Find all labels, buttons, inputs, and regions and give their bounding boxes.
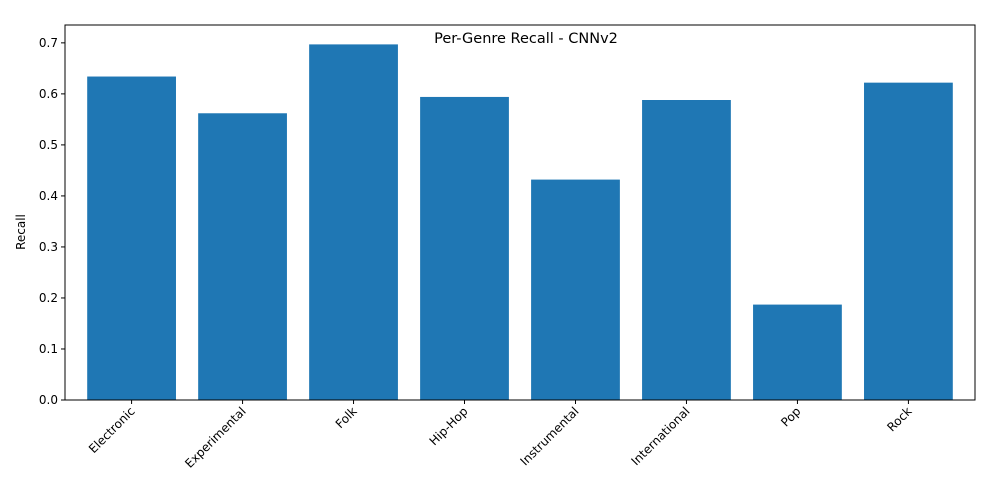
x-tick-label: Pop bbox=[778, 404, 803, 429]
bar-electronic bbox=[87, 76, 176, 400]
y-axis-label: Recall bbox=[14, 214, 28, 250]
bar-instrumental bbox=[531, 179, 620, 400]
bar-rock bbox=[864, 82, 953, 401]
bar-pop bbox=[753, 304, 842, 400]
y-tick-label: 0.1 bbox=[39, 342, 58, 356]
y-tick-label: 0.5 bbox=[39, 138, 58, 152]
y-tick-label: 0.7 bbox=[39, 36, 58, 50]
x-tick-label: Experimental bbox=[182, 404, 248, 470]
y-axis-ticks: 0.0 0.1 0.2 0.3 0.4 0.5 0.6 0.7 bbox=[39, 36, 65, 407]
chart-title: Per-Genre Recall - CNNv2 bbox=[434, 31, 618, 47]
bars-group bbox=[87, 44, 953, 401]
y-tick-label: 0.0 bbox=[39, 393, 58, 407]
x-tick-label: International bbox=[629, 404, 693, 468]
x-tick-label: Instrumental bbox=[517, 404, 581, 468]
x-tick-label: Hip-Hop bbox=[427, 404, 471, 448]
plot-frame bbox=[64, 24, 976, 401]
x-tick-label: Electronic bbox=[86, 404, 138, 456]
x-tick-label: Rock bbox=[884, 404, 914, 434]
bar-hip-hop bbox=[420, 96, 509, 400]
bar-international bbox=[642, 100, 731, 400]
y-tick-label: 0.2 bbox=[39, 291, 58, 305]
x-axis-ticks: Electronic Experimental Folk Hip-Hop Instrum… bbox=[86, 400, 915, 471]
bar-experimental bbox=[198, 113, 287, 401]
y-tick-label: 0.6 bbox=[39, 87, 58, 101]
bar-folk bbox=[309, 44, 398, 400]
y-tick-label: 0.3 bbox=[39, 240, 58, 254]
x-tick-label: Folk bbox=[333, 404, 360, 431]
y-tick-label: 0.4 bbox=[39, 189, 58, 203]
